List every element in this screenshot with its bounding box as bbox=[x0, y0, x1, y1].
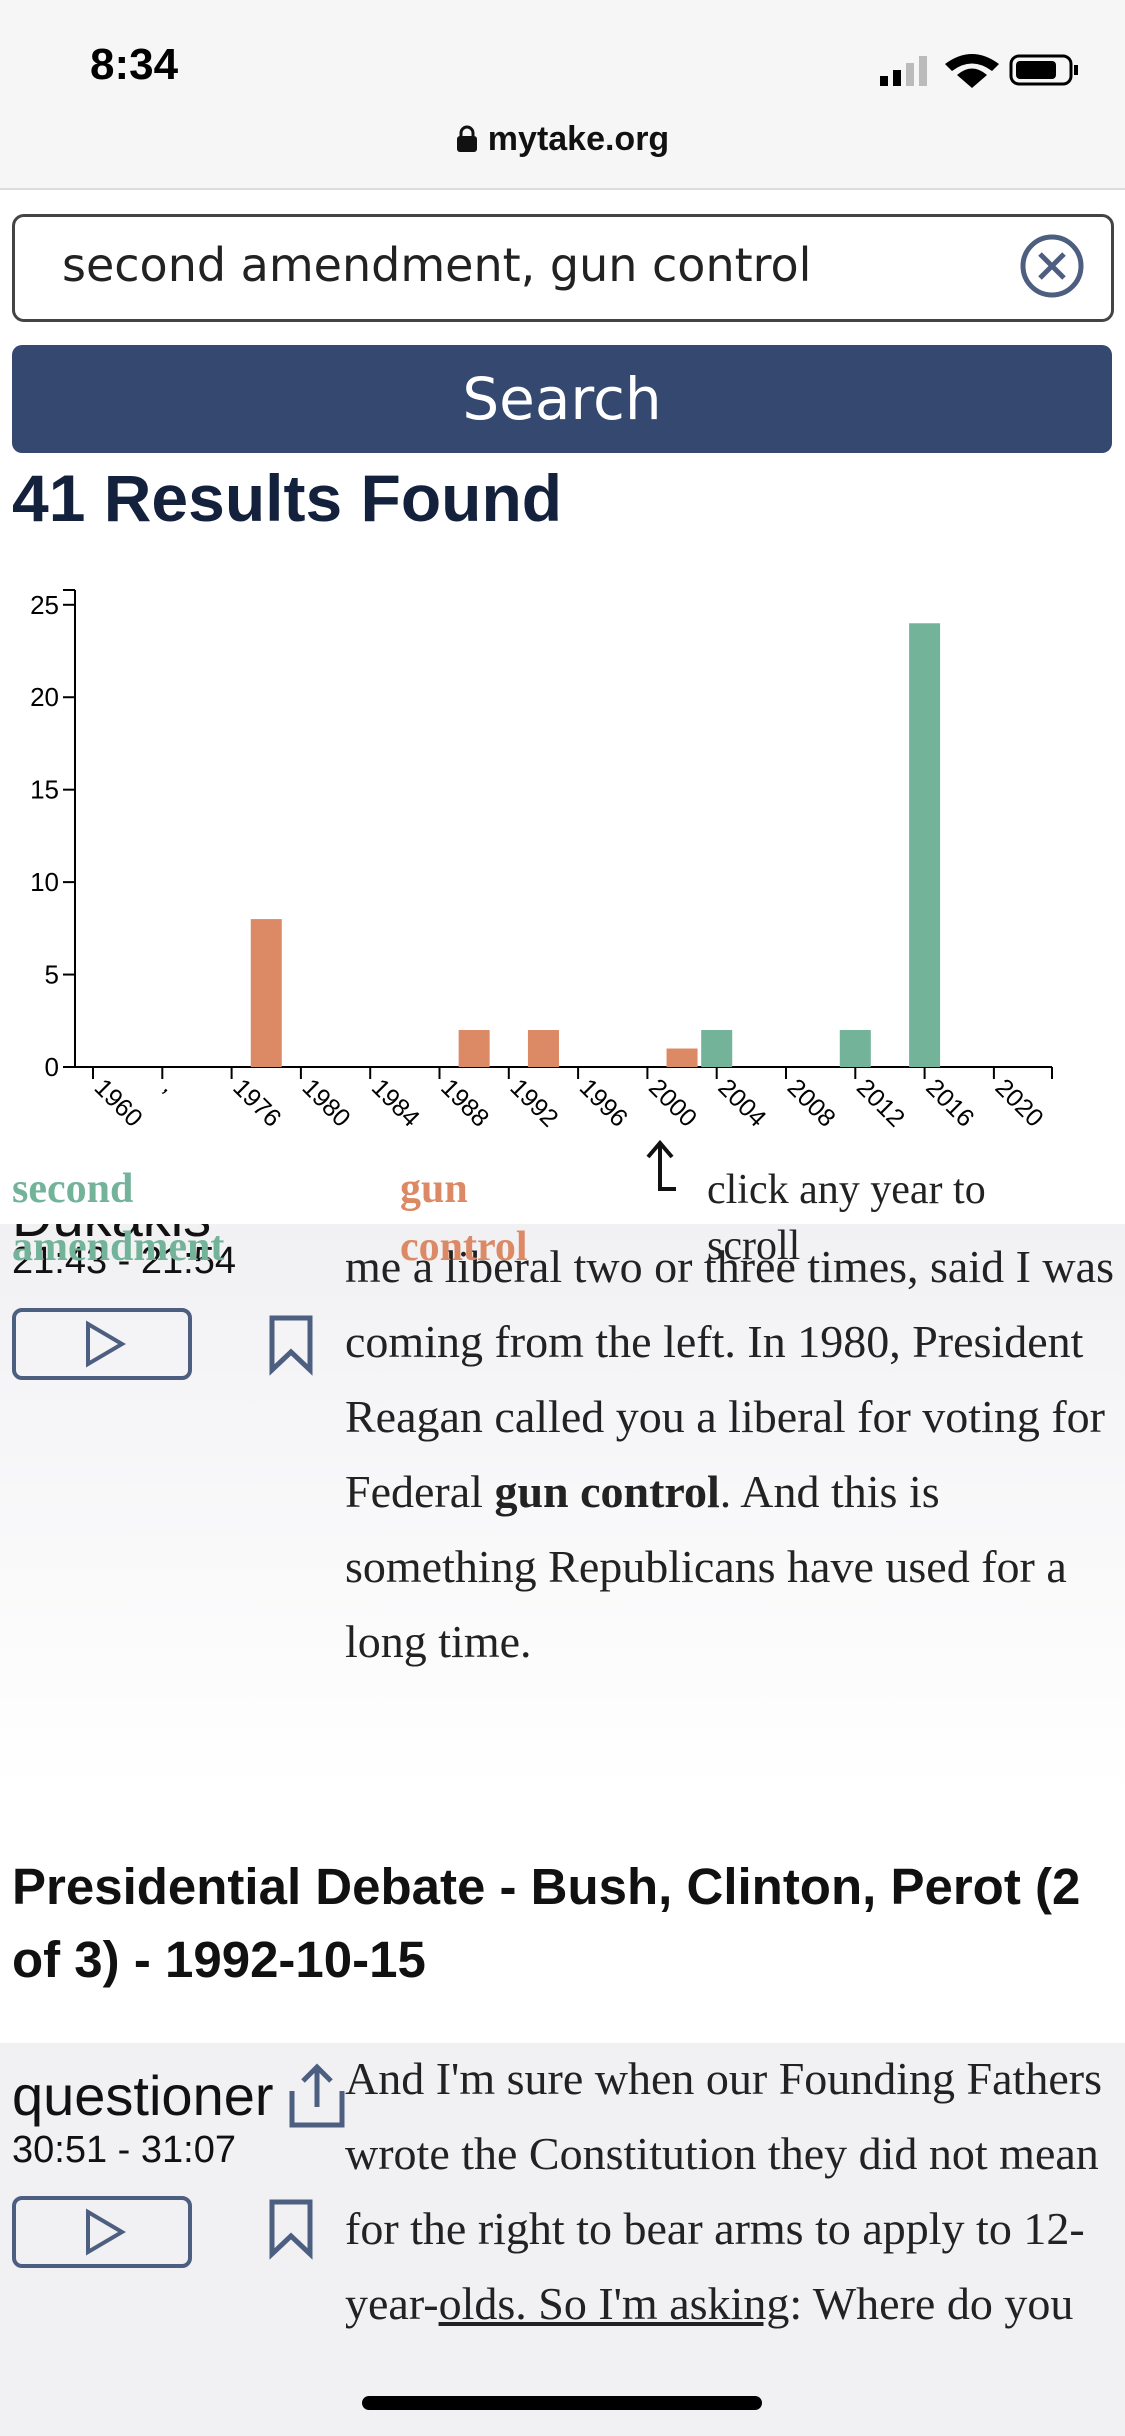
bar bbox=[527, 1030, 559, 1067]
transcript-text: And I'm sure when our Founding Fathers w… bbox=[345, 2053, 1102, 2329]
x-tick-label: 1996 bbox=[574, 1073, 633, 1132]
share-button[interactable] bbox=[288, 2061, 348, 2131]
bookmark-button[interactable] bbox=[266, 1314, 316, 1376]
status-bar: 8:34 mytake.org bbox=[0, 0, 1125, 190]
hint-arrow bbox=[646, 1139, 676, 1191]
bar bbox=[839, 1030, 871, 1067]
chart-hint: click any year to scroll bbox=[707, 1167, 986, 1269]
clear-button[interactable] bbox=[1018, 232, 1086, 300]
transcript-text: me a liberal two or three times, said I … bbox=[345, 1241, 1114, 1517]
x-tick-label: 2016 bbox=[920, 1073, 979, 1132]
x-tick-label: 2020 bbox=[990, 1073, 1049, 1132]
y-tick-label: 25 bbox=[30, 590, 59, 620]
x-tick-label: 1960 bbox=[89, 1073, 148, 1132]
x-tick-label: 2008 bbox=[782, 1073, 841, 1132]
x-tick-label: 2012 bbox=[851, 1073, 910, 1132]
y-tick-label: 0 bbox=[45, 1052, 59, 1082]
result-heading: Presidential Debate - Bush, Clinton, Per… bbox=[12, 1858, 1081, 1988]
y-tick-label: 15 bbox=[30, 775, 59, 805]
bar bbox=[250, 919, 282, 1067]
y-tick-label: 5 bbox=[45, 960, 59, 990]
search-input[interactable] bbox=[12, 214, 1114, 322]
url-text: mytake.org bbox=[487, 120, 670, 158]
x-tick-label: 2000 bbox=[643, 1073, 702, 1132]
transcript-text: . And this is something Republicans have… bbox=[345, 1466, 1067, 1667]
result-card: questioner 30:51 - 31:07 And I'm sure wh… bbox=[0, 2043, 1125, 2436]
transcript: And I'm sure when our Founding Fathers w… bbox=[345, 2043, 1115, 2341]
bookmark-button[interactable] bbox=[266, 2198, 316, 2260]
x-tick-label: 2004 bbox=[712, 1073, 771, 1132]
timestamp: 30:51 - 31:07 bbox=[12, 2129, 236, 2171]
legend-entry[interactable]: second amendment bbox=[12, 1166, 225, 1270]
speaker: Dukakis bbox=[12, 1224, 211, 1249]
search-query: second amendment, gun control bbox=[62, 238, 812, 292]
clock: 8:34 bbox=[90, 40, 179, 89]
result-card: Dukakis 21:43 - 21:54 me a liberal two o… bbox=[0, 1224, 1125, 1794]
home-indicator bbox=[362, 2396, 762, 2410]
y-tick-label: 10 bbox=[30, 867, 59, 897]
timestamp: 21:43 - 21:54 bbox=[12, 1240, 236, 1282]
x-tick-label: 1976 bbox=[227, 1073, 286, 1132]
share-button[interactable] bbox=[268, 1224, 328, 1244]
status-icons bbox=[880, 54, 1078, 88]
play-button[interactable] bbox=[12, 1308, 192, 1380]
bar bbox=[458, 1030, 490, 1067]
x-tick-label: 1980 bbox=[297, 1073, 356, 1132]
highlight: gun control bbox=[494, 1466, 720, 1517]
bar bbox=[666, 1048, 698, 1067]
highlight: olds. So I'm asking bbox=[438, 2278, 790, 2329]
x-tick-label: 1992 bbox=[505, 1073, 564, 1132]
lock-icon bbox=[456, 125, 477, 152]
results-heading: 41 Results Found bbox=[12, 461, 563, 535]
transcript-text: : Where do you bbox=[789, 2278, 1074, 2329]
transcript: me a liberal two or three times, said I … bbox=[345, 1229, 1115, 1679]
play-button[interactable] bbox=[12, 2196, 192, 2268]
speaker: questioner bbox=[12, 2064, 274, 2127]
bar bbox=[701, 1030, 733, 1067]
url[interactable]: mytake.org bbox=[0, 120, 1125, 159]
legend-entry[interactable]: gun control bbox=[400, 1166, 528, 1270]
x-tick-label: 1988 bbox=[435, 1073, 494, 1132]
bar bbox=[909, 623, 941, 1067]
x-tick-label: 1984 bbox=[366, 1073, 425, 1132]
y-tick-label: 20 bbox=[30, 682, 59, 712]
search-button[interactable]: Search bbox=[12, 345, 1112, 453]
